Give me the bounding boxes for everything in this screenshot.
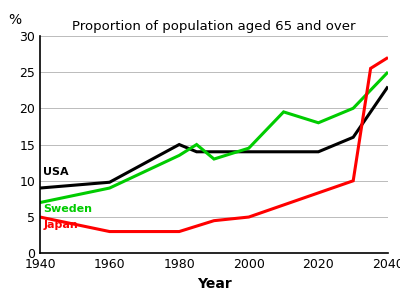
Text: Sweden: Sweden xyxy=(44,204,92,214)
Text: Japan: Japan xyxy=(44,220,78,230)
X-axis label: Year: Year xyxy=(197,277,231,291)
Title: Proportion of population aged 65 and over: Proportion of population aged 65 and ove… xyxy=(72,20,356,33)
Text: %: % xyxy=(9,13,22,27)
Text: USA: USA xyxy=(44,167,69,177)
